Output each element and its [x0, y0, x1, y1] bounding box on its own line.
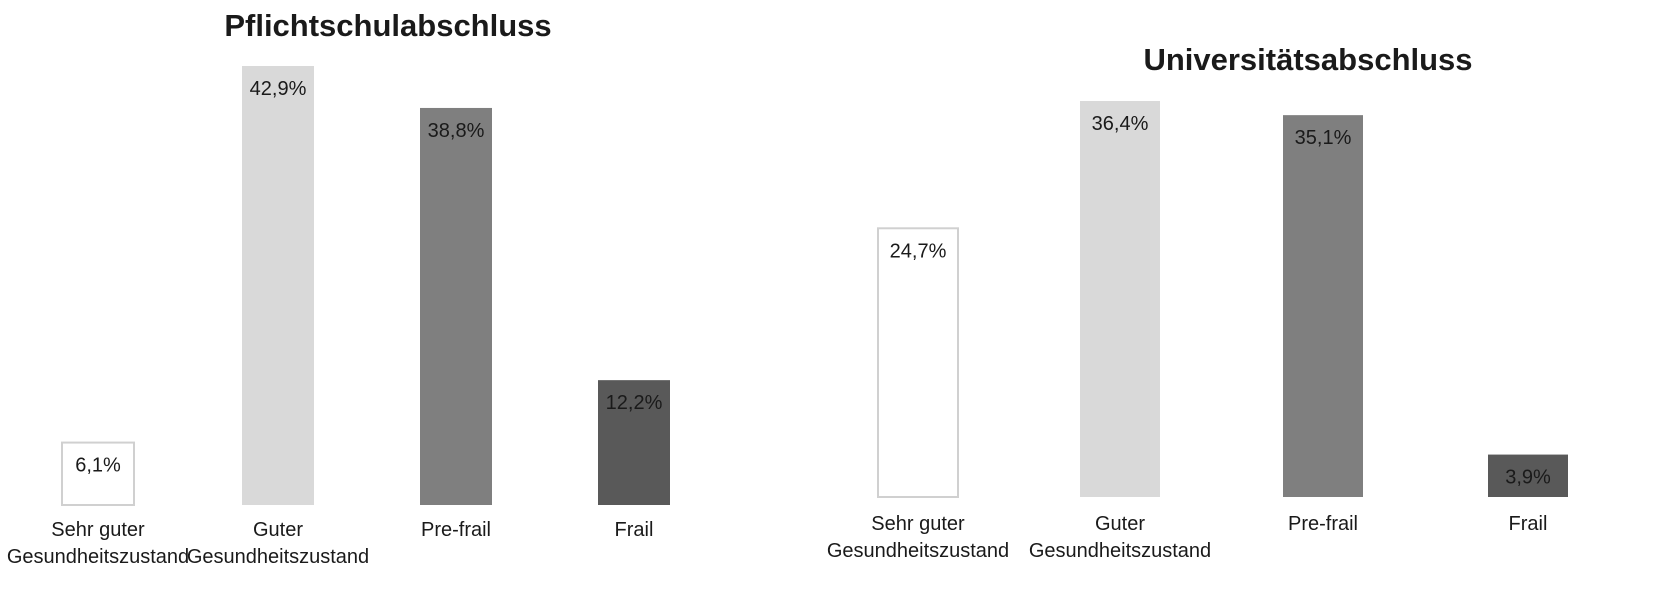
chart-universitatsabschluss: Universitätsabschluss 24,7% Sehr guter Ges… [827, 42, 1568, 562]
category-label-line: Guter [253, 519, 303, 541]
category-label-sehr-guter: Sehr guter Gesundheitszustand [827, 513, 1009, 562]
value-label-frail: 3,9% [1505, 467, 1551, 489]
category-label-line: Pre-frail [1288, 513, 1358, 535]
category-label-line: Gesundheitszustand [187, 546, 369, 568]
category-label-line: Frail [615, 519, 654, 541]
bar-sehr-guter [877, 227, 959, 499]
chart-pflichtschulabschluss: Pflichtschulabschluss 6,1% Sehr guter Gesu… [7, 8, 670, 568]
category-label-line: Gesundheitszustand [827, 540, 1009, 562]
category-label-guter: Guter Gesundheitszustand [1029, 513, 1211, 562]
category-label-line: Gesundheitszustand [7, 546, 189, 568]
category-label-guter: Guter Gesundheitszustand [187, 519, 369, 568]
bar-frail [598, 380, 670, 505]
chart-title: Universitätsabschluss [1143, 42, 1472, 77]
value-label-frail: 12,2% [606, 392, 663, 414]
category-label-line: Sehr guter [51, 519, 145, 541]
value-label-guter: 36,4% [1092, 113, 1149, 135]
value-label-pre-frail: 35,1% [1295, 127, 1352, 149]
value-label-sehr-guter: 6,1% [75, 455, 121, 477]
category-label-frail: Frail [615, 519, 654, 541]
category-label-line: Guter [1095, 513, 1145, 535]
category-label-line: Gesundheitszustand [1029, 540, 1211, 562]
value-label-guter: 42,9% [250, 78, 307, 100]
chart-title: Pflichtschulabschluss [224, 8, 551, 43]
category-label-line: Pre-frail [421, 519, 491, 541]
bar-frail [1488, 454, 1568, 497]
category-label-line: Frail [1509, 513, 1548, 535]
bar-guter [242, 66, 314, 505]
value-label-sehr-guter: 24,7% [890, 240, 947, 262]
category-label-pre-frail: Pre-frail [1288, 513, 1358, 535]
bar-sehr-guter [61, 441, 135, 507]
value-label-pre-frail: 38,8% [428, 120, 485, 142]
bar-guter [1080, 101, 1160, 497]
category-label-frail: Frail [1509, 513, 1548, 535]
category-label-sehr-guter: Sehr guter Gesundheitszustand [7, 519, 189, 568]
bar-pre-frail [420, 107, 492, 505]
category-label-pre-frail: Pre-frail [421, 519, 491, 541]
bar-pre-frail [1283, 115, 1363, 498]
category-label-line: Sehr guter [871, 513, 965, 535]
